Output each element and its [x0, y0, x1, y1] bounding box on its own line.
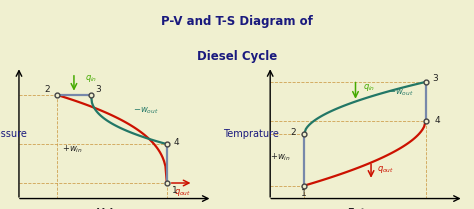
Text: 2: 2 [290, 128, 296, 137]
Text: Entropy: Entropy [347, 208, 391, 209]
Text: 3: 3 [432, 74, 438, 83]
Text: 4: 4 [173, 138, 179, 147]
Text: Diesel Cycle: Diesel Cycle [197, 50, 277, 63]
Text: 2: 2 [45, 85, 50, 94]
Text: $q_{out}$: $q_{out}$ [377, 163, 394, 175]
Text: $q_{in}$: $q_{in}$ [85, 73, 98, 84]
Text: Volume: Volume [97, 208, 138, 209]
Text: 4: 4 [434, 116, 440, 125]
Text: $q_{in}$: $q_{in}$ [363, 82, 375, 93]
Text: $q_{out}$: $q_{out}$ [174, 187, 191, 198]
Text: P-V and T-S Diagram of: P-V and T-S Diagram of [161, 15, 313, 28]
Text: 1: 1 [172, 186, 177, 195]
Text: $+w_{in}$: $+w_{in}$ [62, 144, 82, 155]
Text: Pressure: Pressure [0, 129, 27, 139]
Text: 3: 3 [96, 85, 101, 94]
Text: 1: 1 [301, 189, 307, 198]
Text: $+w_{in}$: $+w_{in}$ [270, 151, 291, 163]
Text: Temprature: Temprature [223, 129, 279, 139]
Text: $-w_{out}$: $-w_{out}$ [388, 87, 413, 98]
Text: $-w_{out}$: $-w_{out}$ [133, 105, 158, 116]
